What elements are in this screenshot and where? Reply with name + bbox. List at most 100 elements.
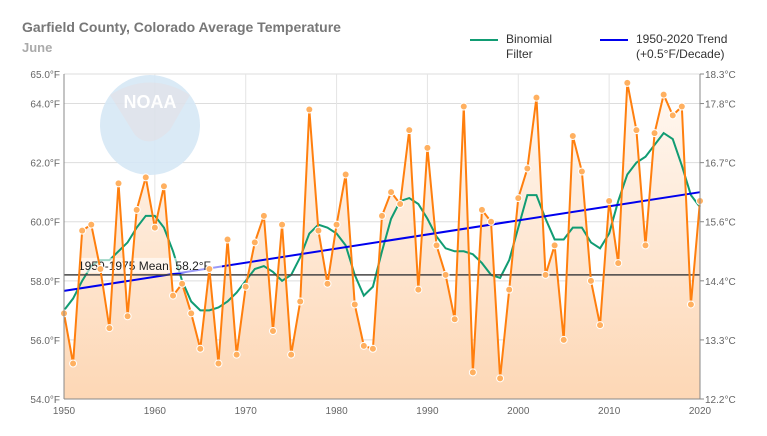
data-point [586,276,595,285]
data-point [323,279,332,288]
data-point [123,312,132,321]
x-tick-label: 2010 [598,406,621,417]
data-point [523,164,532,173]
chart-title: Garfield County, Colorado Average Temper… [22,19,341,35]
data-point [241,282,250,291]
binomial-filter-line [63,131,701,312]
data-point [396,200,405,208]
mean-line-label: 1950-1975 Mean: 58.2°F [78,259,211,273]
data-point [259,211,268,220]
data-point [468,368,477,377]
data-point [296,297,305,306]
data-point [196,344,205,353]
data-point [305,105,314,114]
legend-item-trend[interactable]: 1950-2020 Trend (+0.5°F/Decade) [600,32,727,62]
noaa-logo-watermark: NOAA [100,75,200,175]
data-point [169,291,178,300]
data-point [432,241,441,250]
y-tick-label-left: 58.0°F [30,277,60,288]
data-point [187,309,196,318]
data-point [650,129,659,138]
y-tick-label-left: 56.0°F [30,336,60,347]
legend-label: 1950-2020 Trend [636,32,728,46]
data-point [577,167,586,176]
y-tick-label-left: 60.0°F [30,218,60,229]
data-point [378,211,386,220]
data-point [623,78,632,87]
data-point [223,235,232,244]
data-point [414,285,423,294]
data-point [477,205,486,214]
x-tick-label: 1970 [235,406,258,417]
data-point [287,350,296,359]
y-tick-label-right: 15.6°C [705,218,736,229]
data-point [141,173,150,182]
data-point [387,188,396,197]
legend-swatch-green [470,39,498,41]
x-tick-label: 1990 [416,406,439,417]
data-point [341,170,350,179]
y-tick-label-left: 65.0°F [30,70,60,81]
data-point [96,265,105,273]
data-point [459,102,468,111]
data-point [487,217,496,226]
data-point [505,285,514,294]
data-point [150,223,159,232]
data-point [314,226,323,235]
data-point [350,300,359,309]
x-tick-label: 1960 [144,406,167,417]
data-point [405,126,414,135]
data-point [268,327,277,336]
data-point [359,341,368,350]
y-tick-label-left: 64.0°F [30,100,60,111]
data-point [514,194,523,203]
x-tick-label: 2020 [689,406,712,417]
data-point [132,205,141,214]
data-point [441,270,450,279]
data-point [332,220,341,229]
data-point [496,374,505,383]
data-point [550,241,559,250]
legend-label: (+0.5°F/Decade) [636,47,725,61]
y-tick-label-right: 12.2°C [705,395,736,406]
svg-text:NOAA: NOAA [124,92,177,112]
data-point [278,220,287,229]
legend-label: Filter [506,47,533,61]
data-point [677,102,686,111]
data-point [87,220,96,229]
data-point [232,350,241,359]
data-point [596,321,605,330]
data-point [532,93,541,102]
data-point [250,238,259,247]
data-point [686,300,695,309]
y-tick-label-right: 16.7°C [705,159,736,170]
data-point [614,259,623,268]
x-tick-label: 1980 [325,406,348,417]
data-point [559,335,568,344]
legend-label: Binomial [506,32,553,46]
data-point [659,90,668,99]
y-tick-label-right: 17.8°C [705,100,736,111]
mean-label-background [72,257,222,273]
y-tick-label-right: 18.3°C [705,70,736,81]
data-point [632,126,641,135]
legend-swatch-blue [600,39,628,41]
data-point [668,111,677,120]
y-tick-label-left: 62.0°F [30,159,60,170]
data-point [423,143,432,152]
data-point [178,279,187,288]
data-point [450,315,459,324]
data-point [641,241,650,250]
data-point [69,359,78,368]
legend-item-binomial-filter[interactable]: Binomial Filter [470,32,552,62]
data-point [105,324,114,333]
data-point [368,344,377,353]
y-tick-label-left: 54.0°F [30,395,60,406]
data-point [114,179,123,188]
x-tick-label: 1950 [53,406,76,417]
data-point [159,182,168,191]
data-point [568,132,577,141]
data-point [541,270,550,279]
